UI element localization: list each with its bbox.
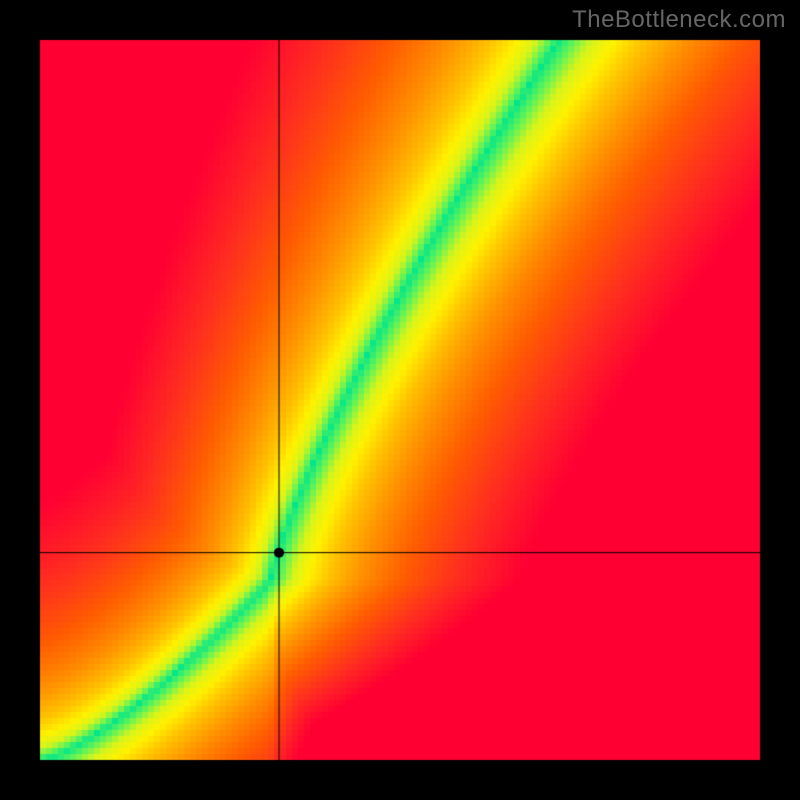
chart-container: TheBottleneck.com	[0, 0, 800, 800]
bottleneck-heatmap	[0, 0, 800, 800]
watermark-text: TheBottleneck.com	[572, 6, 786, 34]
